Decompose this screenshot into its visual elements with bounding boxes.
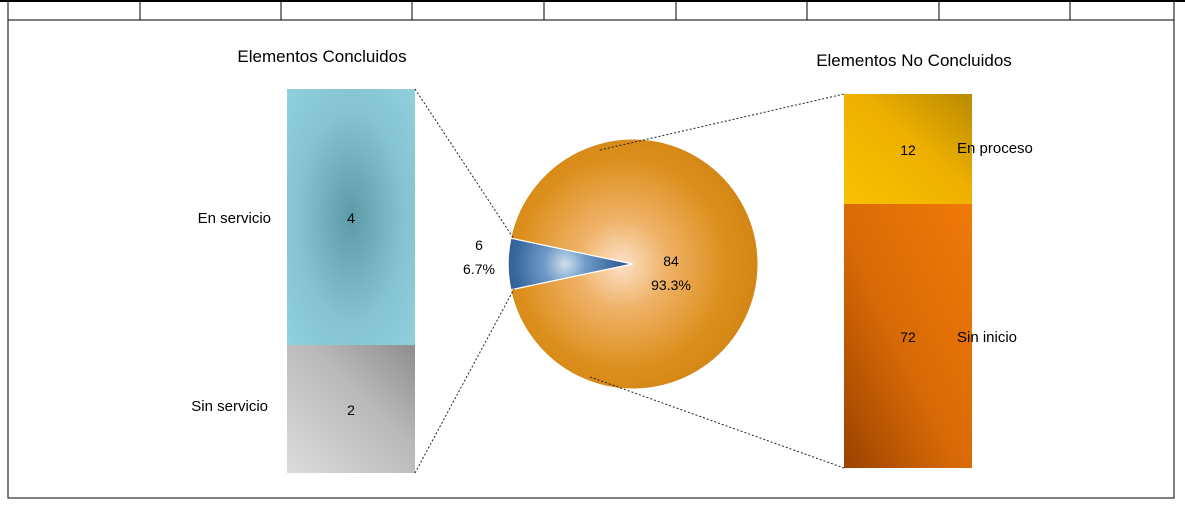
right-bar-value-sin-inicio: 72 <box>900 329 916 345</box>
right-bar-label-sin-inicio: Sin inicio <box>957 329 1017 346</box>
frame-box <box>7 19 1175 499</box>
connector-lines <box>414 88 845 474</box>
frame-tick-marks <box>7 1 1175 20</box>
connector-right-top <box>599 93 845 151</box>
left-bar-segment-sin-servicio <box>287 345 415 473</box>
right-bar-label-en-proceso: En proceso <box>957 140 1033 157</box>
connector-left-top <box>414 88 515 240</box>
pie-label-concluidos-value: 6 <box>475 237 483 253</box>
right-bar: Elementos No Concluidos 12 72 En proceso… <box>816 51 1033 468</box>
right-bar-value-en-proceso: 12 <box>900 142 916 158</box>
left-bar-value-en-servicio: 4 <box>347 210 355 226</box>
left-bar-label-en-servicio: En servicio <box>198 210 271 227</box>
pie-label-no-concluidos-value: 84 <box>663 253 679 269</box>
left-bar-title: Elementos Concluidos <box>237 47 406 66</box>
pie: 6 6.7% 84 93.3% <box>463 138 759 390</box>
left-bar-value-sin-servicio: 2 <box>347 402 355 418</box>
right-bar-title: Elementos No Concluidos <box>816 51 1012 70</box>
right-bar-segment-en-proceso <box>844 94 972 204</box>
connector-right-bottom <box>589 376 845 469</box>
pie-label-no-concluidos-percent: 93.3% <box>651 277 691 293</box>
connector-left-bottom <box>414 288 515 474</box>
left-bar-label-sin-servicio: Sin servicio <box>191 398 268 415</box>
right-bar-segment-sin-inicio <box>844 204 972 468</box>
pie-label-concluidos-percent: 6.7% <box>463 261 495 277</box>
pie-slice-no-concluidos <box>510 138 759 390</box>
left-bar-segment-en-servicio <box>287 89 415 345</box>
left-bar: Elementos Concluidos 4 2 En servicio Sin… <box>191 47 415 473</box>
